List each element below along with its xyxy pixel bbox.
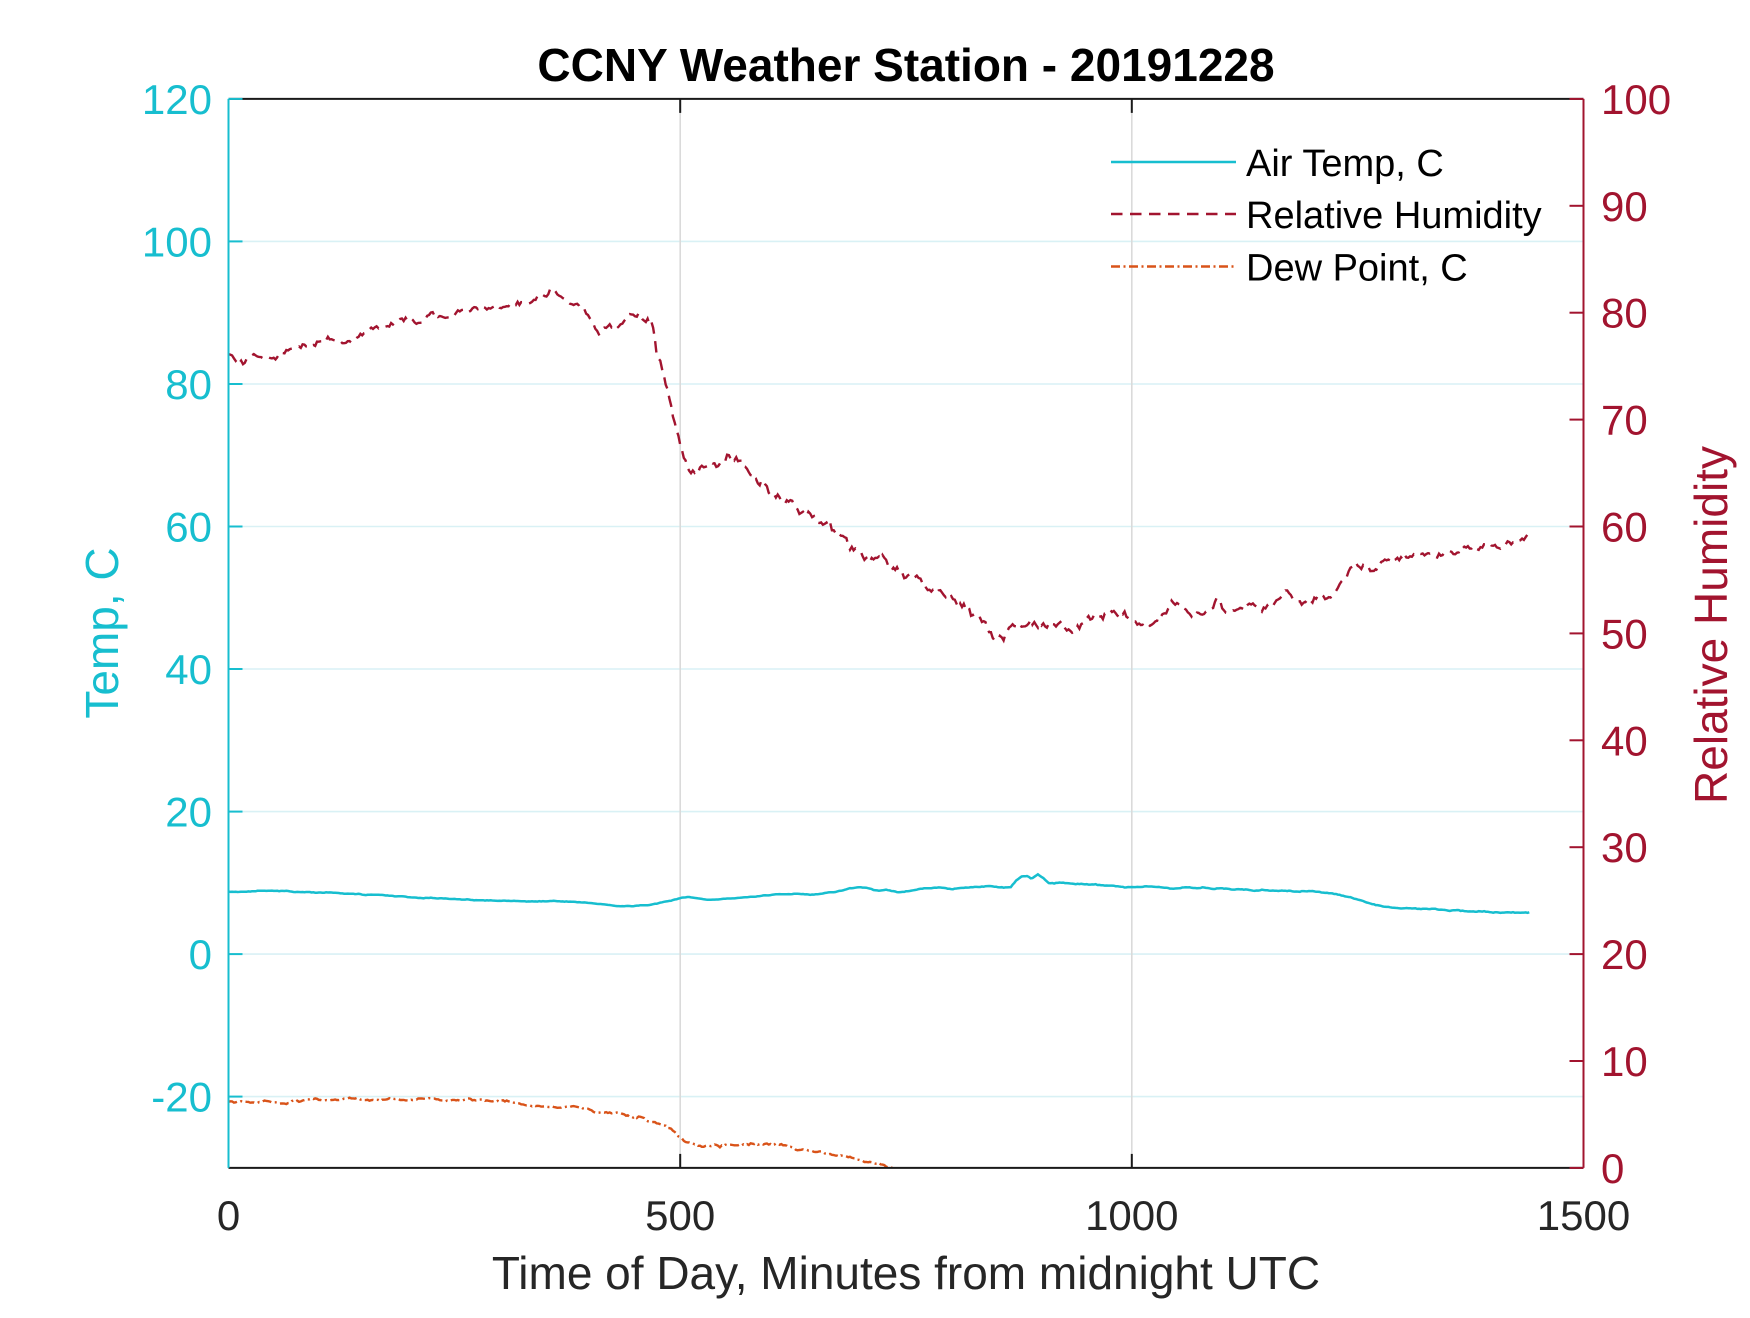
svg-text:30: 30 bbox=[1601, 824, 1648, 871]
svg-text:100: 100 bbox=[1601, 76, 1671, 123]
svg-text:120: 120 bbox=[142, 76, 212, 123]
svg-text:20: 20 bbox=[1601, 931, 1648, 978]
svg-text:Time of Day, Minutes from midn: Time of Day, Minutes from midnight UTC bbox=[492, 1247, 1320, 1299]
svg-text:1000: 1000 bbox=[1085, 1192, 1178, 1239]
svg-text:CCNY Weather Station - 2019122: CCNY Weather Station - 20191228 bbox=[537, 39, 1274, 91]
svg-text:80: 80 bbox=[1601, 290, 1648, 337]
svg-text:50: 50 bbox=[1601, 610, 1648, 657]
svg-text:10: 10 bbox=[1601, 1038, 1648, 1085]
svg-text:60: 60 bbox=[165, 504, 212, 551]
svg-text:100: 100 bbox=[142, 218, 212, 265]
svg-text:1500: 1500 bbox=[1537, 1192, 1630, 1239]
svg-text:0: 0 bbox=[1601, 1145, 1624, 1192]
svg-text:80: 80 bbox=[165, 361, 212, 408]
svg-text:60: 60 bbox=[1601, 504, 1648, 551]
svg-text:0: 0 bbox=[217, 1192, 240, 1239]
svg-text:70: 70 bbox=[1601, 397, 1648, 444]
svg-text:40: 40 bbox=[1601, 717, 1648, 764]
svg-text:Dew Point, C: Dew Point, C bbox=[1246, 248, 1468, 290]
svg-text:20: 20 bbox=[165, 789, 212, 836]
svg-text:0: 0 bbox=[189, 931, 212, 978]
svg-text:90: 90 bbox=[1601, 183, 1648, 230]
svg-text:Temp, C: Temp, C bbox=[76, 547, 128, 718]
svg-text:Relative Humidity: Relative Humidity bbox=[1246, 195, 1542, 237]
svg-text:500: 500 bbox=[645, 1192, 715, 1239]
svg-text:Relative Humidity: Relative Humidity bbox=[1685, 446, 1737, 804]
svg-text:Air Temp, C: Air Temp, C bbox=[1246, 143, 1444, 185]
svg-text:40: 40 bbox=[165, 646, 212, 693]
svg-text:-20: -20 bbox=[151, 1074, 212, 1121]
